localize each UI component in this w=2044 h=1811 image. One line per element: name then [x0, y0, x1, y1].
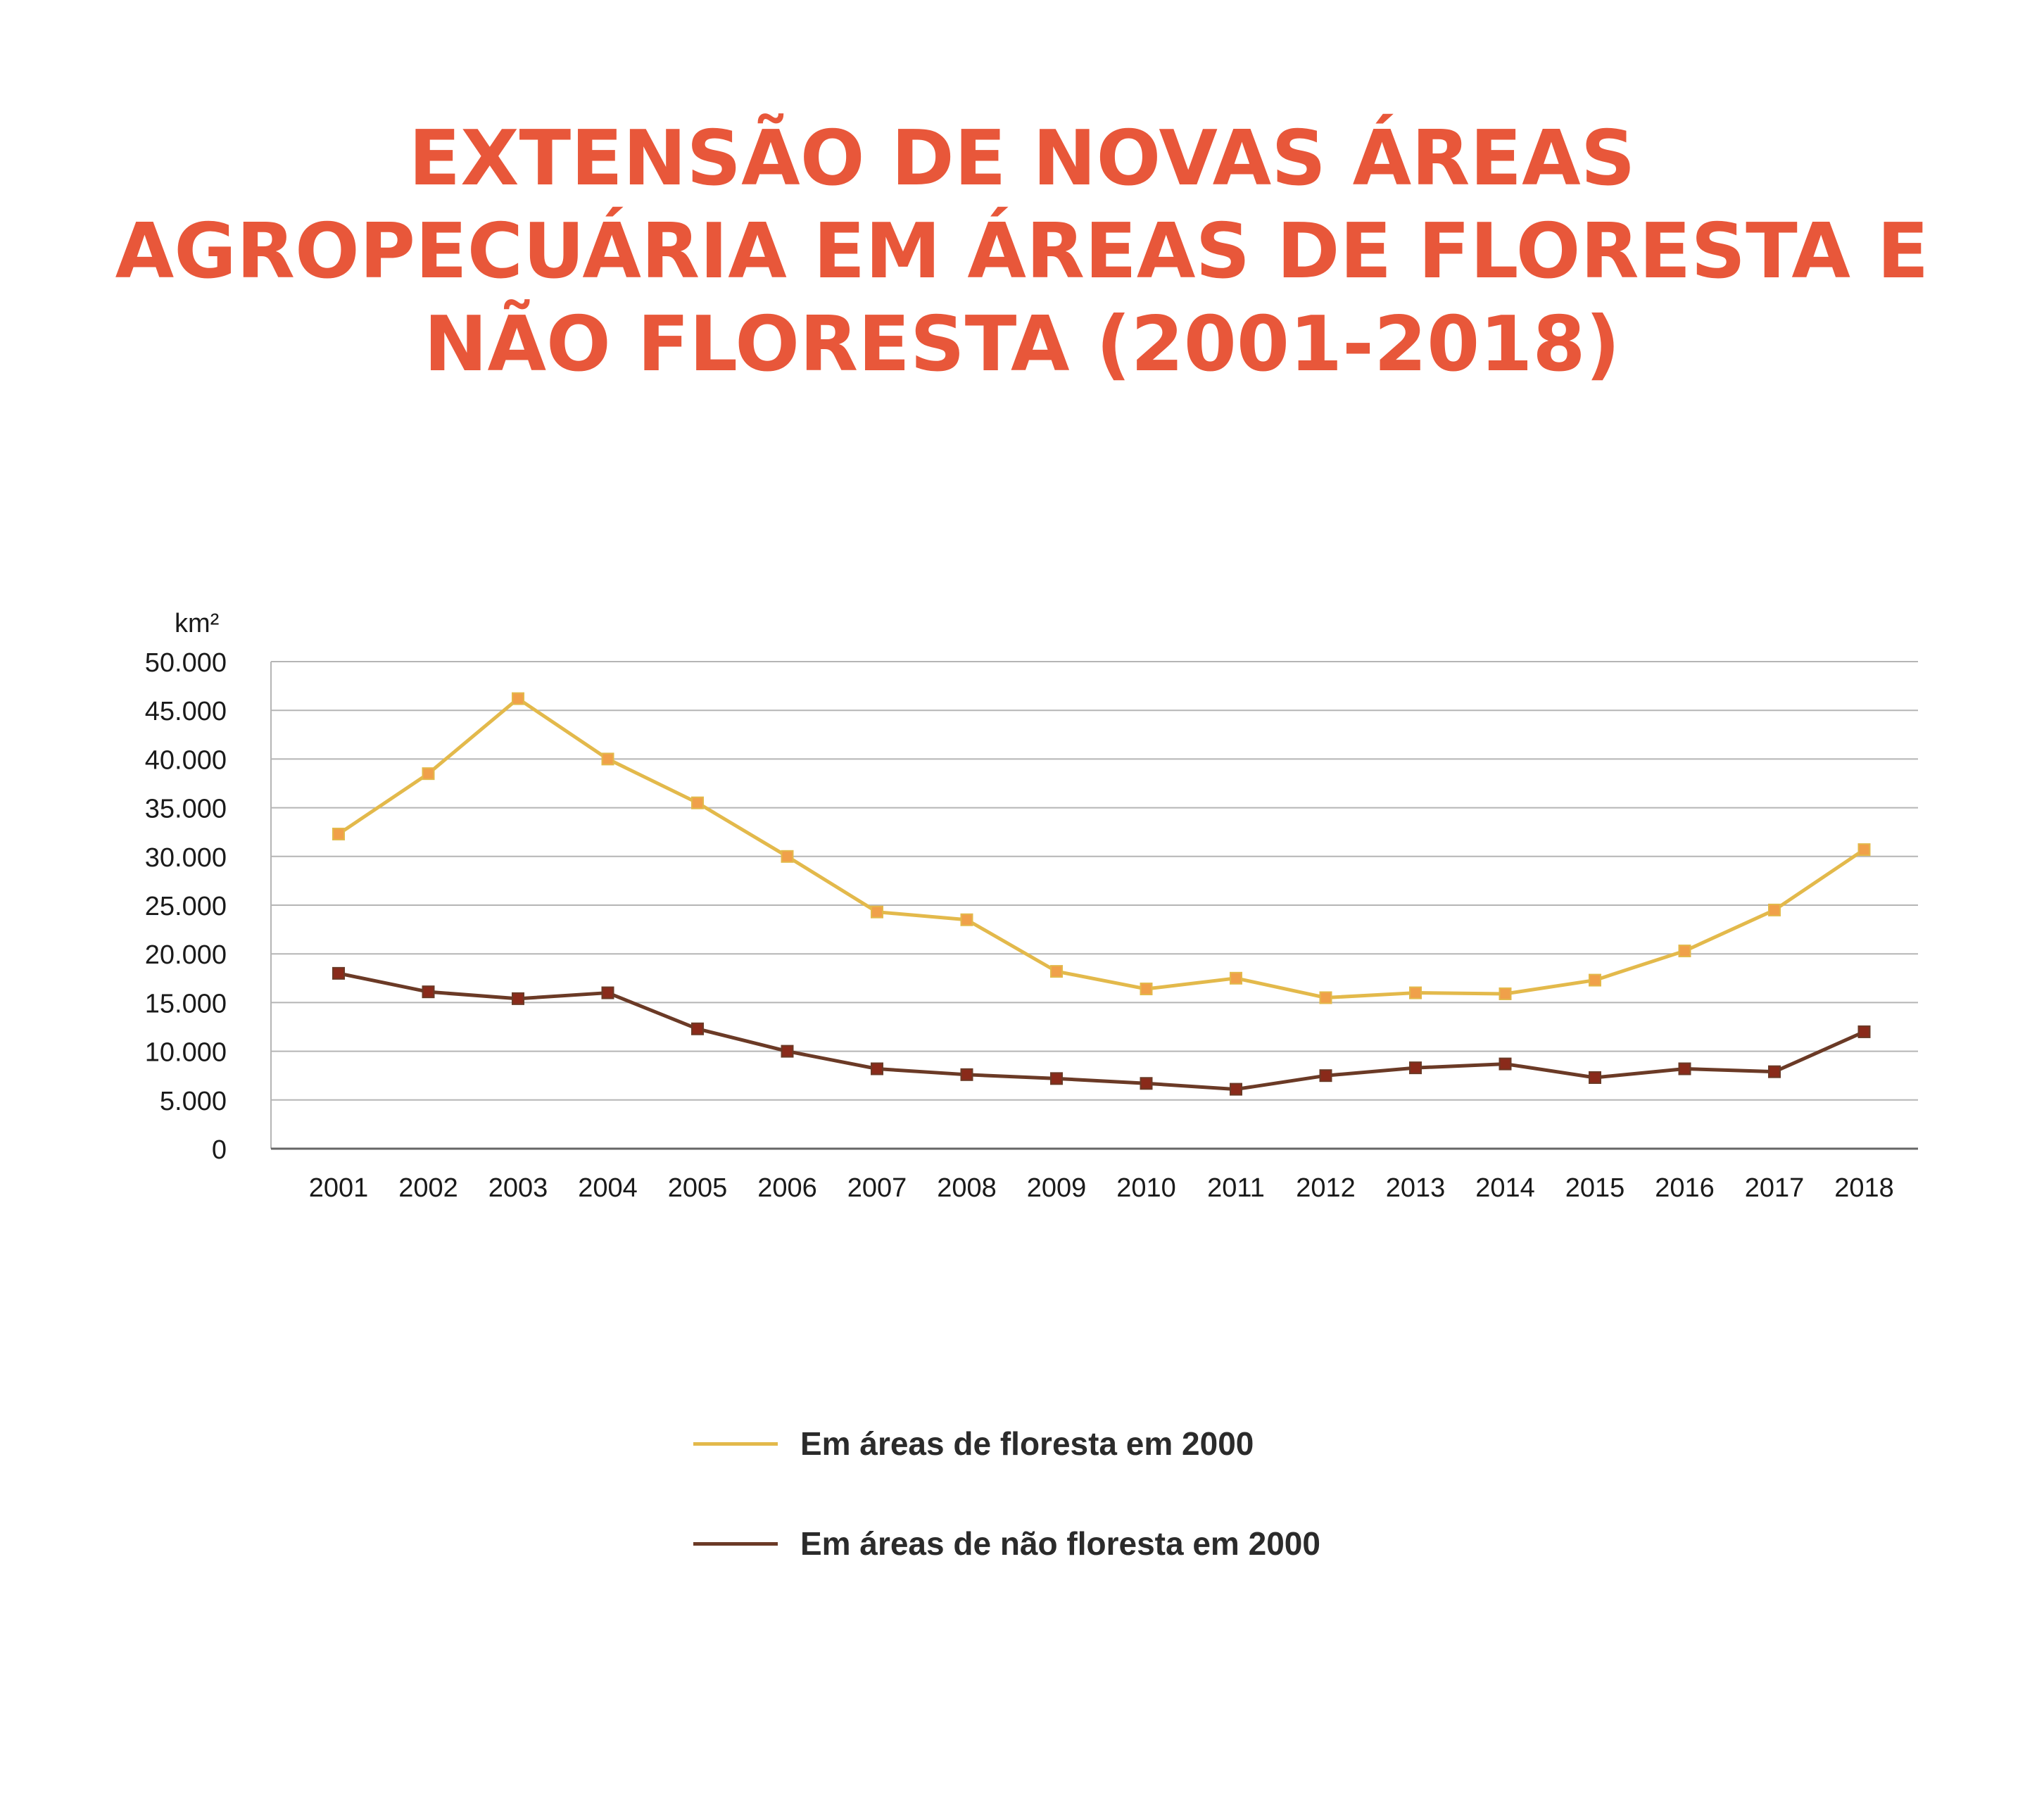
- x-tick-label: 2007: [847, 1173, 907, 1203]
- legend-item-floresta: Em áreas de floresta em 2000: [693, 1420, 1320, 1467]
- y-tick-label: 50.000: [145, 648, 227, 678]
- x-tick-label: 2009: [1027, 1173, 1087, 1203]
- x-tick-label: 2001: [309, 1173, 369, 1203]
- data-point-1: [512, 692, 524, 705]
- series-line-2: [338, 971, 1865, 1092]
- data-point-1: [601, 752, 614, 766]
- data-point-1: [1857, 843, 1871, 857]
- title-line-1: EXTENSÃO DE NOVAS ÁREAS: [408, 115, 1636, 203]
- data-point-1: [871, 905, 883, 919]
- legend-swatch-nao-floresta: [693, 1541, 778, 1546]
- data-point-1: [332, 827, 345, 840]
- data-point-1: [960, 913, 973, 926]
- data-point-2: [1589, 1071, 1601, 1084]
- data-point-2: [871, 1062, 883, 1075]
- y-tick-label: 10.000: [145, 1038, 227, 1068]
- legend-label-nao-floresta: Em áreas de não floresta em 2000: [800, 1525, 1320, 1562]
- data-point-1: [1678, 945, 1691, 958]
- data-point-1: [422, 767, 435, 781]
- x-tick-label: 2011: [1207, 1173, 1265, 1203]
- y-axis-label: km²: [175, 609, 219, 638]
- data-point-2: [1499, 1057, 1512, 1071]
- title-line-3: NÃO FLORESTA (2001-2018): [424, 301, 1620, 389]
- y-tick-label: 15.000: [145, 989, 227, 1018]
- grid-lines: [270, 661, 1918, 1150]
- data-point-2: [1768, 1065, 1781, 1078]
- data-point-2: [1050, 1072, 1063, 1085]
- series-line-1: [337, 697, 1865, 999]
- data-point-2: [1319, 1069, 1332, 1083]
- y-tick-label: 0: [212, 1135, 227, 1165]
- data-point-1: [1140, 983, 1153, 996]
- y-tick-label: 20.000: [145, 940, 227, 970]
- data-point-2: [781, 1045, 794, 1058]
- data-point-2: [332, 966, 345, 980]
- data-point-2: [960, 1068, 973, 1081]
- y-tick-label: 30.000: [145, 843, 227, 873]
- data-point-1: [1409, 986, 1422, 999]
- data-point-1: [691, 796, 704, 809]
- x-tick-label: 2018: [1834, 1173, 1894, 1203]
- legend-swatch-floresta: [693, 1441, 778, 1446]
- y-tick-label: 40.000: [145, 745, 227, 775]
- x-tick-labels: 2001 2002 2003 2004 2005 2006 2007 2008 2009 2010…: [309, 1173, 1894, 1203]
- data-point-2: [512, 992, 524, 1005]
- data-point-2: [691, 1022, 704, 1035]
- y-tick-label: 25.000: [145, 892, 227, 921]
- x-tick-label: 2016: [1655, 1173, 1715, 1203]
- x-tick-label: 2014: [1475, 1173, 1535, 1203]
- series-group: [332, 692, 1871, 1096]
- x-tick-label: 2012: [1296, 1173, 1356, 1203]
- data-point-2: [1409, 1061, 1422, 1075]
- data-point-2: [1230, 1083, 1242, 1096]
- y-tick-label: 5.000: [160, 1087, 227, 1116]
- x-tick-label: 2017: [1745, 1173, 1805, 1203]
- data-point-1: [1589, 973, 1601, 987]
- x-tick-label: 2006: [757, 1173, 817, 1203]
- data-point-2: [422, 985, 435, 999]
- data-point-1: [1499, 987, 1512, 1000]
- y-tick-labels: 0 5.000 10.000 15.000 20.000 25.000 30.000 35.0…: [145, 648, 227, 1165]
- data-point-1: [1768, 903, 1781, 916]
- x-tick-label: 2003: [488, 1173, 548, 1203]
- title-line-2: AGROPECUÁRIA EM ÁREAS DE FLORESTA E: [115, 208, 1929, 296]
- legend-item-nao-floresta: Em áreas de não floresta em 2000: [693, 1520, 1320, 1567]
- chart-title: EXTENSÃO DE NOVAS ÁREAS AGROPECUÁRIA EM …: [0, 113, 2044, 391]
- y-tick-label: 45.000: [145, 697, 227, 726]
- x-tick-label: 2004: [578, 1173, 638, 1203]
- y-tick-label: 35.000: [145, 795, 227, 824]
- data-point-2: [1678, 1062, 1691, 1075]
- data-point-1: [1050, 965, 1063, 978]
- legend-label-floresta: Em áreas de floresta em 2000: [800, 1425, 1254, 1462]
- x-tick-label: 2010: [1116, 1173, 1176, 1203]
- x-tick-label: 2013: [1386, 1173, 1446, 1203]
- legend: Em áreas de floresta em 2000 Em áreas de…: [693, 1420, 1320, 1620]
- x-tick-label: 2002: [398, 1173, 458, 1203]
- data-point-2: [601, 986, 614, 999]
- x-tick-label: 2005: [668, 1173, 728, 1203]
- x-tick-label: 2015: [1565, 1173, 1625, 1203]
- data-point-1: [1230, 971, 1242, 985]
- data-point-1: [781, 850, 794, 863]
- data-point-1: [1319, 991, 1332, 1004]
- x-tick-label: 2008: [937, 1173, 997, 1203]
- data-point-2: [1140, 1077, 1153, 1090]
- data-point-2: [1857, 1025, 1871, 1038]
